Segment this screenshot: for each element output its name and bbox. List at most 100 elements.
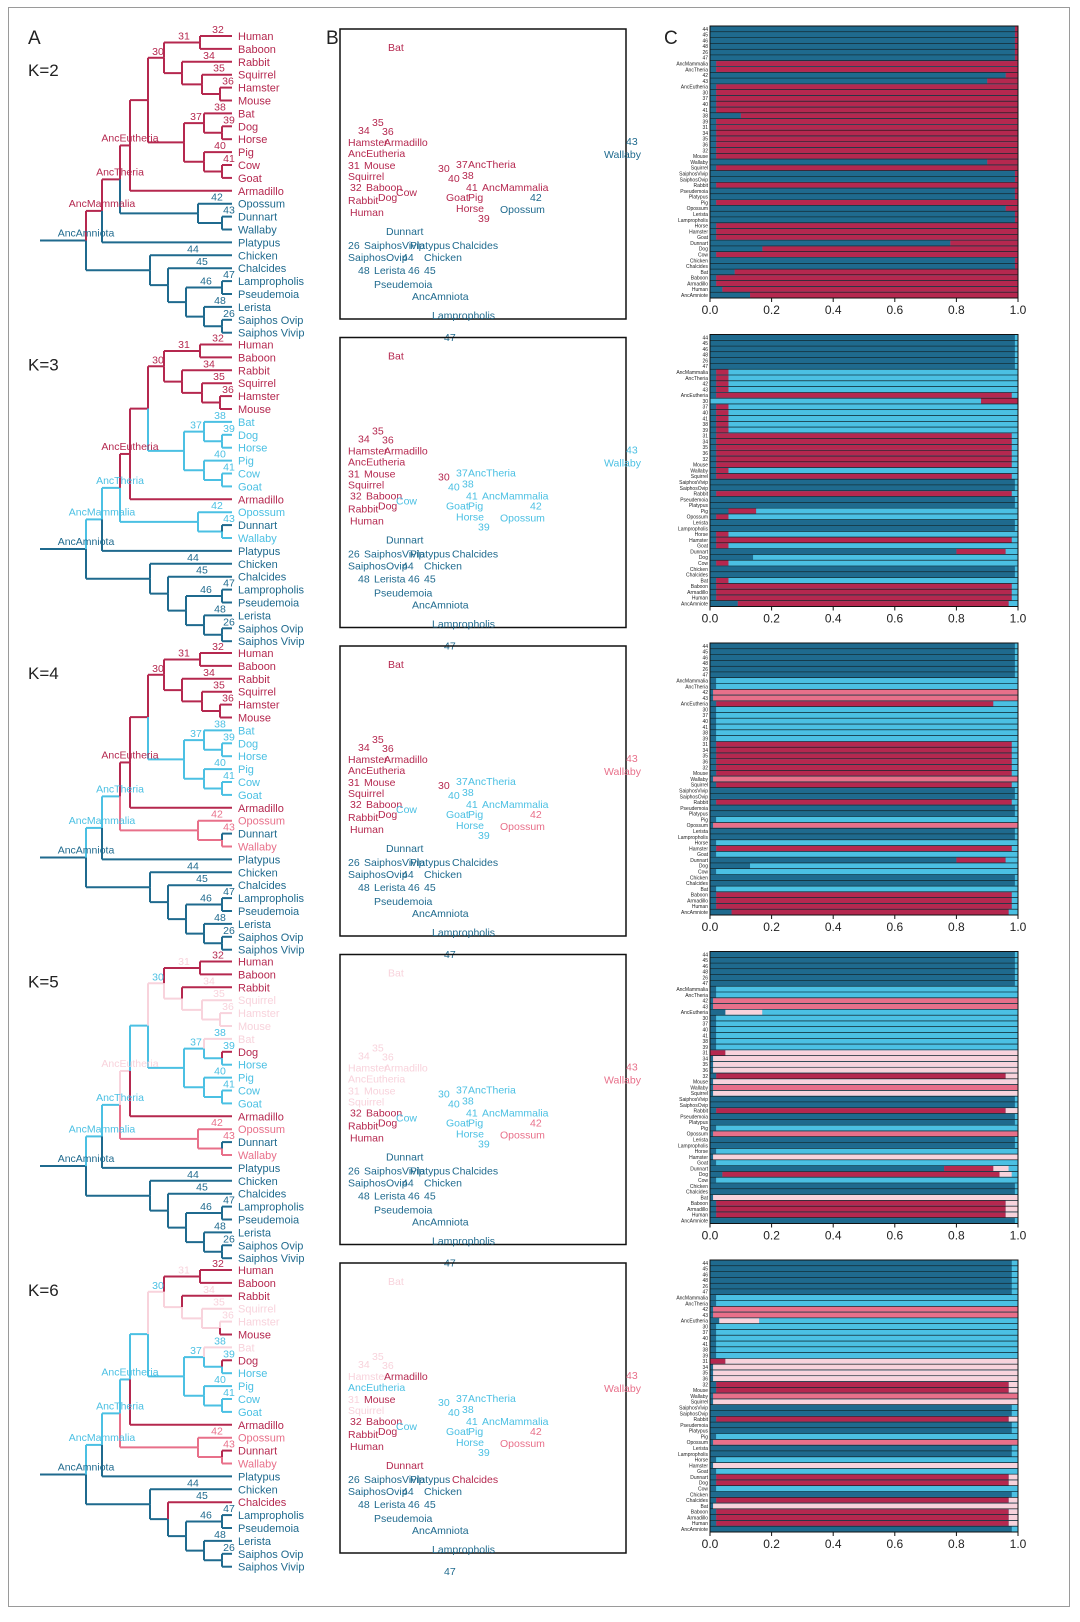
admixture-segment	[1014, 834, 1018, 840]
figure-rows: K=2HumanBaboonRabbitSquirrelHamsterMouse…	[28, 24, 1027, 1578]
x-tick-label: 0.4	[825, 1537, 842, 1551]
chart-border	[709, 1259, 1019, 1533]
scatter-label: Squirrel	[348, 480, 384, 492]
admixture-segment	[710, 280, 717, 287]
admixture-segment	[716, 66, 1018, 72]
scatter-label: 38	[462, 1096, 474, 1108]
bar-category-label: Mouse	[693, 463, 708, 469]
scatter-label: Armadillo	[384, 1063, 428, 1075]
admixture-segment	[1011, 1445, 1018, 1451]
admixture-segment	[710, 1289, 1012, 1295]
bar-category-label: 47	[702, 673, 708, 679]
admixture-segment	[710, 1358, 726, 1364]
node-label: 38	[214, 718, 226, 730]
admixture-segment	[716, 537, 1012, 543]
node-label: 30	[152, 971, 164, 983]
scatter-label: SaiphosVivip	[364, 857, 425, 869]
bar-category-label: 48	[702, 661, 708, 667]
admixture-segment	[716, 1387, 1009, 1393]
admixture-segment	[710, 583, 717, 589]
admixture-segment	[710, 421, 717, 427]
leaf-label: Human	[238, 1265, 273, 1277]
admixture-segment	[713, 695, 1018, 701]
admixture-segment	[713, 1370, 1018, 1376]
node-label: AncEutheria	[101, 1366, 158, 1378]
bar-category-label: 38	[702, 1348, 708, 1354]
admixture-segment	[728, 386, 1018, 393]
admixture-segment	[710, 1171, 723, 1177]
leaf-label: Squirrel	[238, 70, 276, 82]
scatter-label: Goat	[446, 501, 469, 513]
admixture-segment	[1011, 473, 1018, 479]
admixture-segment	[710, 980, 1015, 986]
node-label: AncTheria	[96, 783, 144, 795]
bar-category-label: Chalcides	[686, 1190, 708, 1196]
bar-category-label: 32	[702, 457, 708, 463]
admixture-segment	[1014, 649, 1018, 655]
bar-category-label: Dog	[699, 247, 708, 253]
scatter-label: Dunnart	[386, 1460, 423, 1472]
scatter-label: Chalcides	[452, 240, 498, 252]
admixture-segment	[716, 421, 729, 427]
scatter-label: Lampropholis	[432, 310, 495, 322]
bar-category-label: Chicken	[690, 1492, 708, 1498]
scatter-label: AncTheria	[468, 468, 516, 480]
admixture-chart: 444546482647AncMammaliaAncTheria4243AncE…	[676, 642, 1027, 934]
scatter-label: Chicken	[424, 1486, 462, 1498]
x-tick-label: 1.0	[1010, 920, 1027, 934]
admixture-segment	[710, 165, 717, 171]
admixture-segment	[716, 1015, 1018, 1021]
bar-category-label: SaiphosVivip	[679, 171, 708, 177]
admixture-segment	[716, 450, 1012, 456]
admixture-segment	[716, 1038, 1018, 1044]
scatter-label: AncAmniota	[412, 908, 469, 920]
admixture-segment	[1014, 957, 1018, 963]
scatter-label: AncMammalia	[482, 1416, 549, 1428]
admixture-segment	[1011, 1410, 1018, 1416]
scatter-label: Dog	[378, 1426, 397, 1438]
admixture-segment	[710, 1032, 717, 1038]
leaf-label: Rabbit	[238, 1291, 270, 1303]
node-label: 40	[214, 140, 226, 152]
admixture-segment	[710, 1003, 714, 1010]
scatter-label: Wallaby	[604, 1075, 642, 1087]
bar-category-label: Baboon	[691, 1510, 708, 1516]
bar-category-label: 46	[702, 964, 708, 970]
admixture-segment	[716, 130, 1018, 136]
admixture-segment	[1011, 747, 1018, 753]
leaf-label: Armadillo	[238, 803, 284, 815]
leaf-label: Wallaby	[238, 225, 277, 237]
bar-category-label: 45	[702, 33, 708, 39]
chart-border	[709, 951, 1019, 1224]
scatter-label: 32	[350, 491, 362, 503]
leaf-label: Hamster	[238, 1317, 280, 1329]
leaf-label: Platypus	[238, 1471, 281, 1483]
admixture-segment	[1011, 753, 1018, 759]
admixture-segment	[716, 1514, 1009, 1521]
admixture-segment	[716, 61, 1018, 67]
leaf-label: Platypus	[238, 854, 281, 866]
leaf-label: Armadillo	[238, 186, 284, 198]
leaf-label: Lerista	[238, 1536, 272, 1548]
scatter-label: 40	[448, 1407, 460, 1419]
scatter-label: 42	[530, 501, 542, 513]
admixture-segment	[710, 724, 717, 730]
admixture-segment	[1014, 188, 1018, 194]
admixture-segment	[710, 683, 717, 689]
admixture-segment	[1005, 1073, 1018, 1079]
bar-category-label: Pig	[701, 1126, 708, 1132]
admixture-segment	[1014, 969, 1018, 975]
admixture-segment	[710, 415, 717, 421]
scatter-label: 38	[462, 170, 474, 182]
admixture-segment	[1008, 1381, 1018, 1387]
bar-category-label: 42	[702, 1307, 708, 1313]
scatter-label: 44	[402, 869, 414, 881]
bar-category-label: 43	[702, 696, 708, 702]
admixture-segment	[710, 66, 717, 72]
admixture-segment	[713, 1364, 1018, 1370]
node-label: 26	[223, 308, 235, 320]
admixture-segment	[710, 1266, 1012, 1272]
k-label: K=3	[28, 356, 59, 375]
admixture-segment	[710, 869, 717, 875]
x-tick-label: 0.2	[763, 1229, 780, 1243]
